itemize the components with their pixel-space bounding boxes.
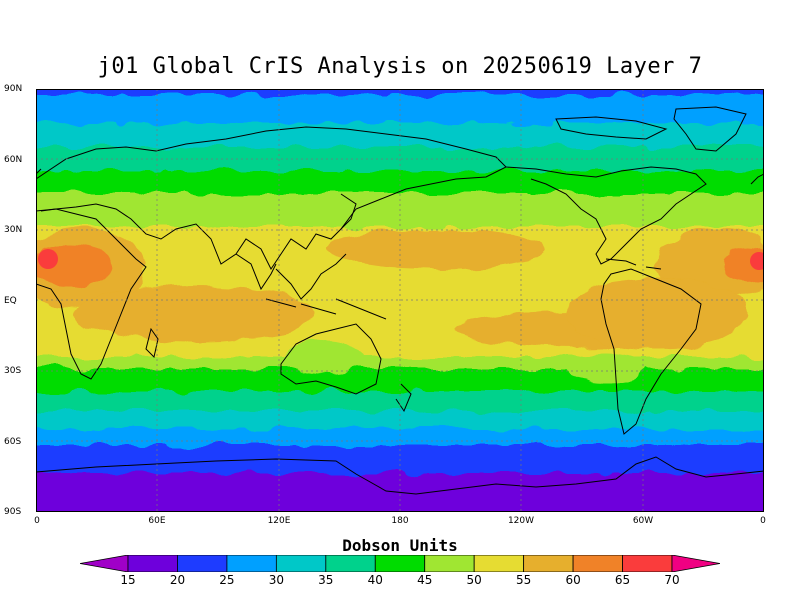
lat-tick: 30N [4, 225, 23, 235]
coast-japan [340, 193, 357, 230]
lon-tick: 180 [391, 516, 409, 526]
map-canvas [36, 89, 764, 512]
coast-madagascar [145, 327, 159, 358]
pacific-high [326, 229, 546, 269]
coast-north-america [505, 166, 707, 265]
colorbar [80, 555, 720, 572]
lon-tick: 60E [148, 516, 166, 526]
colorbar-level-label: 30 [268, 573, 284, 587]
lat-tick: 30S [4, 366, 22, 376]
graticule [36, 89, 764, 512]
colorbar-level-label: 45 [417, 573, 433, 587]
colorbar-swatch [226, 555, 277, 572]
lon-tick: 60W [632, 516, 654, 526]
lon-tick: 120W [507, 516, 535, 526]
africa-max [38, 249, 58, 269]
ozone-map [36, 89, 764, 512]
atlantic-max [750, 252, 764, 270]
colorbar-swatch [177, 555, 228, 572]
colorbar-arrow-high [671, 555, 720, 572]
coast-caribbean [605, 258, 662, 270]
colorbar-swatch [424, 555, 475, 572]
colorbar-swatch [572, 555, 623, 572]
colorbar-level-label: 60 [565, 573, 581, 587]
colorbar-level-label: 65 [614, 573, 631, 587]
colorbar-level-label: 25 [219, 573, 235, 587]
lon-tick: 120E [267, 516, 291, 526]
lat-tick: 90N [4, 84, 23, 94]
coast-antarctica [36, 456, 764, 495]
colorbar-swatch [622, 555, 673, 572]
map-title: j01 Global CrIS Analysis on 20250619 Lay… [97, 54, 703, 79]
lon-tick: 0 [760, 516, 766, 526]
coast-india [235, 253, 277, 291]
colorbar-level-label: 50 [466, 573, 482, 587]
colorbar-level-label: 20 [169, 573, 186, 587]
lat-tick: EQ [4, 296, 17, 306]
colorbar-swatch [523, 555, 574, 572]
coast-greenland [673, 106, 747, 152]
south-america-high [566, 279, 746, 349]
colorbar-arrow-low [80, 555, 129, 572]
antarctic-violet [36, 476, 386, 512]
chile-dip [566, 353, 646, 381]
lat-tick: 60N [4, 155, 23, 165]
colorbar-title: Dobson Units [342, 536, 458, 555]
colorbar-swatch [325, 555, 376, 572]
colorbar-level-label: 70 [664, 573, 680, 587]
lat-tick: 60S [4, 437, 22, 447]
coast-south-america [600, 268, 702, 435]
lon-tick: 0 [34, 516, 40, 526]
colorbar-swatch [374, 555, 426, 572]
map-frame [36, 89, 764, 512]
coast-africa [36, 208, 147, 380]
colorbar-level-label: 55 [515, 573, 532, 587]
colorbar-swatch [127, 555, 178, 572]
coastlines [36, 106, 764, 495]
band-45s [36, 391, 764, 413]
colorbar-level-label: 15 [120, 573, 136, 587]
indian-ocean-high [76, 286, 316, 342]
colorbar-swatch [275, 555, 327, 572]
colorbar-swatch [473, 555, 525, 572]
coast-australia [280, 323, 382, 395]
colorbar-level-label: 40 [367, 573, 383, 587]
colorbar-level-label: 35 [318, 573, 334, 587]
band-60s [36, 429, 764, 447]
coast-arctic-islands [555, 116, 668, 140]
coast-se-asia [275, 253, 347, 300]
lat-tick: 90S [4, 507, 22, 517]
australia-dip [286, 341, 366, 373]
